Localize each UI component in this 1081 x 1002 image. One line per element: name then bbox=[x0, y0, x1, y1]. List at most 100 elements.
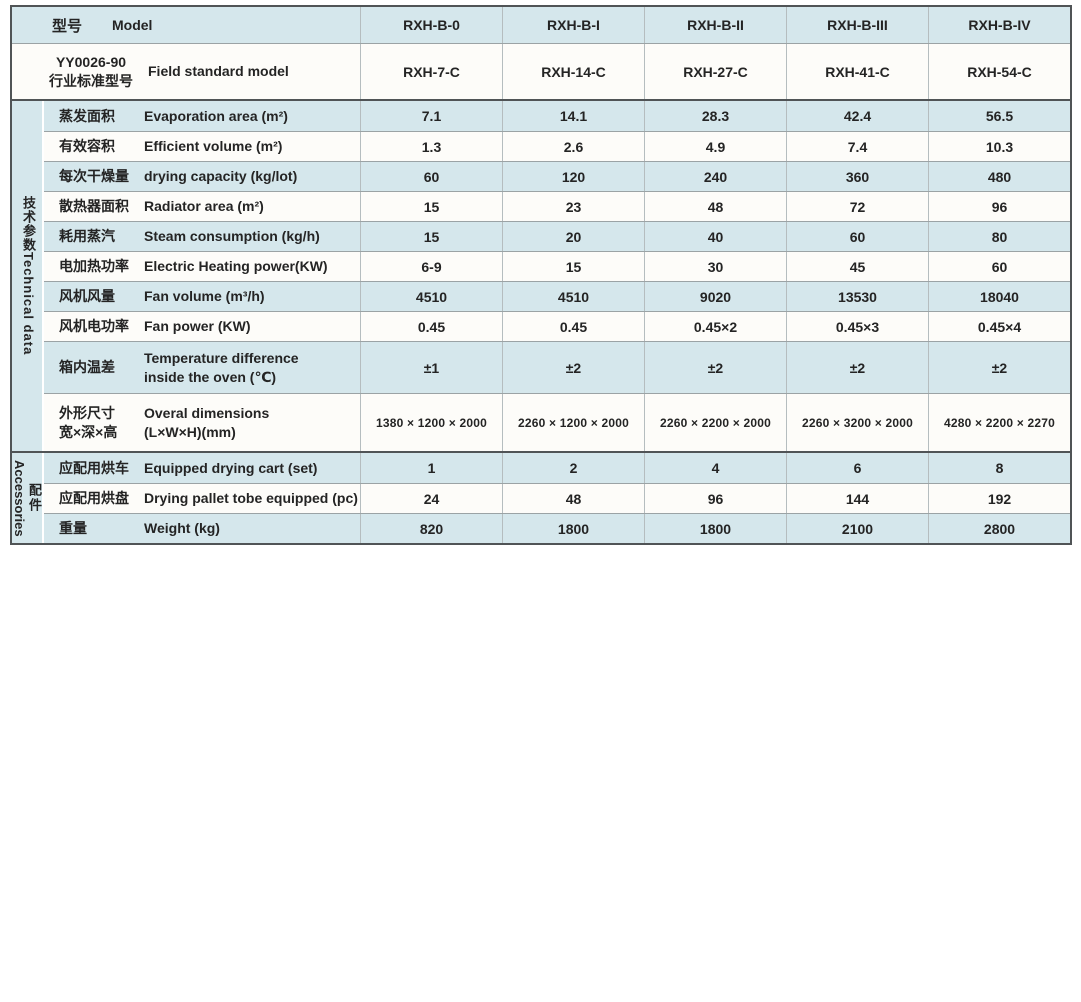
spec-value-cell: 1 bbox=[360, 453, 502, 483]
spec-row: 风机风量 Fan volume (m³/h) 4510 4510 9020 13530 18… bbox=[44, 281, 1070, 311]
spec-value-cell: 4510 bbox=[360, 282, 502, 311]
row-label-zh: 电加热功率 bbox=[59, 258, 129, 275]
section-label-zh: 技术参数 bbox=[21, 196, 36, 253]
spec-value-cell: 23 bbox=[502, 192, 644, 221]
spec-value-cell: ±2 bbox=[644, 342, 786, 393]
row-label-en: Drying pallet tobe equipped (pc) bbox=[144, 490, 358, 507]
row-label-cell: 散热器面积 Radiator area (m²) bbox=[44, 192, 360, 221]
spec-value-cell: 60 bbox=[786, 222, 928, 251]
spec-value-cell: 1800 bbox=[644, 514, 786, 543]
row-label-zh: 箱内温差 bbox=[59, 359, 115, 376]
row-label-en: Steam consumption (kg/h) bbox=[144, 228, 320, 245]
spec-row: 散热器面积 Radiator area (m²) 15 23 48 72 96 bbox=[44, 191, 1070, 221]
row-label-en: Weight (kg) bbox=[144, 520, 220, 537]
spec-value-cell: 80 bbox=[928, 222, 1070, 251]
section-label-accessories: Accessories 配件 bbox=[12, 453, 42, 543]
row-label-zh: 应配用烘盘 bbox=[59, 490, 129, 507]
spec-row: 外形尺寸 宽×深×高 Overal dimensions (L×W×H)(mm) 1… bbox=[44, 393, 1070, 451]
spec-value-cell: 56.5 bbox=[928, 101, 1070, 131]
spec-value-cell: 0.45×3 bbox=[786, 312, 928, 341]
spec-value-cell: 0.45 bbox=[360, 312, 502, 341]
spec-value-cell: 20 bbox=[502, 222, 644, 251]
row-label-cell: 应配用烘盘 Drying pallet tobe equipped (pc) bbox=[44, 484, 360, 513]
spec-value-cell: 120 bbox=[502, 162, 644, 191]
spec-value-cell: 2260 × 3200 × 2000 bbox=[786, 394, 928, 451]
row-label-en: Temperature difference inside the oven (… bbox=[144, 349, 299, 385]
spec-value-cell: 1380 × 1200 × 2000 bbox=[360, 394, 502, 451]
spec-value-cell: 24 bbox=[360, 484, 502, 513]
spec-value-cell: 60 bbox=[928, 252, 1070, 281]
spec-value-cell: 40 bbox=[644, 222, 786, 251]
section-label-zh: 配件 bbox=[27, 483, 42, 513]
standard-model-name: RXH-54-C bbox=[928, 44, 1070, 99]
row-label-zh: 每次干燥量 bbox=[59, 168, 129, 185]
row-label-en: Fan power (KW) bbox=[144, 318, 251, 335]
spec-value-cell: 15 bbox=[502, 252, 644, 281]
spec-row: 重量 Weight (kg) 820 1800 1800 2100 2800 bbox=[44, 513, 1070, 543]
spec-value-cell: 2260 × 1200 × 2000 bbox=[502, 394, 644, 451]
spec-value-cell: ±1 bbox=[360, 342, 502, 393]
spec-value-cell: 8 bbox=[928, 453, 1070, 483]
spec-row: 蒸发面积 Evaporation area (m²) 7.1 14.1 28.3 42.4… bbox=[44, 101, 1070, 131]
spec-value-cell: ±2 bbox=[928, 342, 1070, 393]
spec-value-cell: 28.3 bbox=[644, 101, 786, 131]
spec-row: 应配用烘车 Equipped drying cart (set) 1 2 4 6 8 bbox=[44, 453, 1070, 483]
standard-header-zh: YY0026-90 行业标准型号 bbox=[49, 53, 133, 89]
spec-value-cell: 13530 bbox=[786, 282, 928, 311]
row-label-en: Electric Heating power(KW) bbox=[144, 258, 328, 275]
spec-value-cell: 240 bbox=[644, 162, 786, 191]
model-name: RXH-B-I bbox=[502, 7, 644, 43]
spec-value-cell: 820 bbox=[360, 514, 502, 543]
section-accessories: Accessories 配件 应配用烘车 Equipped drying cart… bbox=[12, 451, 1070, 543]
standard-header-label-cell: YY0026-90 行业标准型号 Field standard model bbox=[12, 44, 360, 99]
row-label-zh: 散热器面积 bbox=[59, 198, 129, 215]
spec-row: 箱内温差 Temperature difference inside the ov… bbox=[44, 341, 1070, 393]
spec-value-cell: 1.3 bbox=[360, 132, 502, 161]
table-row-field-standard-model: YY0026-90 行业标准型号 Field standard model RX… bbox=[12, 43, 1070, 99]
model-name: RXH-B-0 bbox=[360, 7, 502, 43]
row-label-en: Fan volume (m³/h) bbox=[144, 288, 265, 305]
row-label-en: Radiator area (m²) bbox=[144, 198, 264, 215]
row-label-en: Equipped drying cart (set) bbox=[144, 459, 318, 476]
row-label-en: drying capacity (kg/lot) bbox=[144, 168, 298, 185]
accessories-rows: 应配用烘车 Equipped drying cart (set) 1 2 4 6 8 应配用烘… bbox=[42, 453, 1070, 543]
spec-value-cell: 2.6 bbox=[502, 132, 644, 161]
table-row-model: 型号 Model RXH-B-0 RXH-B-I RXH-B-II RXH-B-… bbox=[12, 7, 1070, 43]
row-label-cell: 耗用蒸汽 Steam consumption (kg/h) bbox=[44, 222, 360, 251]
spec-row: 耗用蒸汽 Steam consumption (kg/h) 15 20 40 60 80 bbox=[44, 221, 1070, 251]
spec-value-cell: ±2 bbox=[502, 342, 644, 393]
spec-value-cell: 2100 bbox=[786, 514, 928, 543]
spec-value-cell: 15 bbox=[360, 192, 502, 221]
section-label-technical-data: 技术参数Technical data bbox=[12, 101, 42, 451]
spec-value-cell: 30 bbox=[644, 252, 786, 281]
spec-value-cell: 18040 bbox=[928, 282, 1070, 311]
spec-value-cell: 6-9 bbox=[360, 252, 502, 281]
section-label-en: Technical data bbox=[21, 252, 36, 356]
spec-value-cell: 2260 × 2200 × 2000 bbox=[644, 394, 786, 451]
spec-value-cell: 192 bbox=[928, 484, 1070, 513]
row-label-en: Evaporation area (m²) bbox=[144, 107, 288, 124]
row-label-en: Overal dimensions (L×W×H)(mm) bbox=[144, 404, 270, 440]
row-label-cell: 电加热功率 Electric Heating power(KW) bbox=[44, 252, 360, 281]
spec-value-cell: 2800 bbox=[928, 514, 1070, 543]
row-label-cell: 外形尺寸 宽×深×高 Overal dimensions (L×W×H)(mm) bbox=[44, 394, 360, 451]
spec-table: 型号 Model RXH-B-0 RXH-B-I RXH-B-II RXH-B-… bbox=[10, 5, 1072, 545]
row-label-cell: 风机风量 Fan volume (m³/h) bbox=[44, 282, 360, 311]
row-label-zh: 外形尺寸 宽×深×高 bbox=[59, 404, 118, 440]
spec-value-cell: 144 bbox=[786, 484, 928, 513]
spec-row: 有效容积 Efficient volume (m²) 1.3 2.6 4.9 7.4 10.… bbox=[44, 131, 1070, 161]
row-label-cell: 风机电功率 Fan power (KW) bbox=[44, 312, 360, 341]
spec-value-cell: 7.1 bbox=[360, 101, 502, 131]
spec-value-cell: 9020 bbox=[644, 282, 786, 311]
spec-value-cell: 4280 × 2200 × 2270 bbox=[928, 394, 1070, 451]
row-label-zh: 应配用烘车 bbox=[59, 459, 129, 476]
row-label-cell: 蒸发面积 Evaporation area (m²) bbox=[44, 101, 360, 131]
spec-value-cell: 45 bbox=[786, 252, 928, 281]
row-label-zh: 风机电功率 bbox=[59, 318, 129, 335]
standard-model-name: RXH-41-C bbox=[786, 44, 928, 99]
spec-value-cell: 96 bbox=[928, 192, 1070, 221]
model-name: RXH-B-IV bbox=[928, 7, 1070, 43]
row-label-zh: 风机风量 bbox=[59, 288, 115, 305]
spec-value-cell: 4.9 bbox=[644, 132, 786, 161]
spec-row: 每次干燥量 drying capacity (kg/lot) 60 120 240 360… bbox=[44, 161, 1070, 191]
